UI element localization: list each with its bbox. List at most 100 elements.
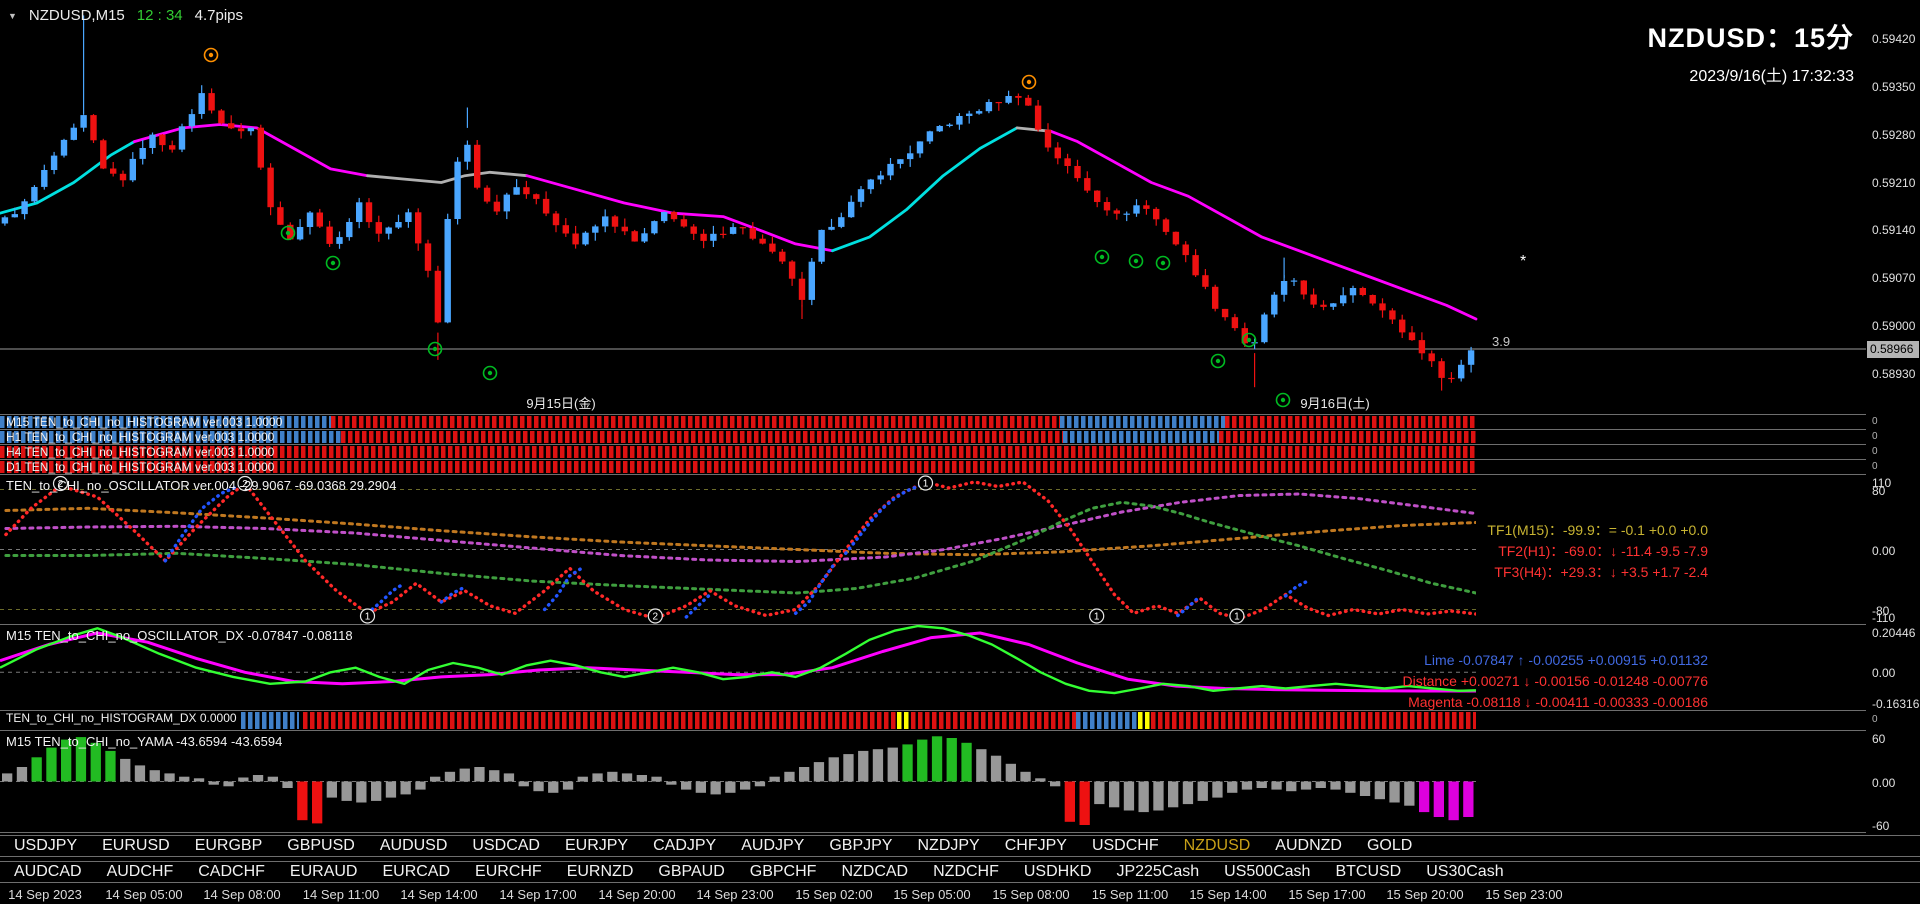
symbol-tab-AUDCAD[interactable]: AUDCAD — [14, 862, 82, 880]
signal-marker-green — [1094, 249, 1110, 265]
svg-text:2: 2 — [242, 479, 248, 490]
histogram-dx-bars — [0, 711, 1476, 730]
oscillator-blue-segment — [365, 581, 407, 616]
symbol-tab-EURAUD[interactable]: EURAUD — [289, 862, 358, 880]
svg-text:1: 1 — [1234, 612, 1240, 623]
symbol-tab-EURGBP[interactable]: EURGBP — [194, 836, 263, 854]
oscillator-red-series — [4, 480, 1476, 621]
symbol-tab-USDCHF[interactable]: USDCHF — [1091, 836, 1159, 854]
chart-annotation-asterisk: * — [1520, 253, 1527, 270]
symbol-tab-AUDJPY[interactable]: AUDJPY — [741, 836, 805, 854]
scale-tick-label: -110 — [1872, 611, 1896, 625]
time-axis-label: 14 Sep 08:00 — [203, 887, 281, 902]
scale-tick-label: 0.00 — [1872, 666, 1896, 681]
panel-title-histogram-dx: TEN_to_CHI_no_HISTOGRAM_DX 0.0000 — [6, 711, 237, 725]
symbol-tab-GBPAUD[interactable]: GBPAUD — [658, 862, 725, 880]
moving-average-magenta — [1049, 129, 1478, 321]
oscillator-violet-series — [4, 492, 1476, 563]
time-axis-label: 15 Sep 11:00 — [1091, 887, 1169, 902]
symbol-tab-NZDJPY[interactable]: NZDJPY — [917, 836, 980, 854]
time-axis-label: 15 Sep 02:00 — [795, 887, 873, 902]
symbol-tab-EURCAD[interactable]: EURCAD — [382, 862, 451, 880]
scale-tick-label: 0.20446 — [1872, 626, 1916, 640]
histogram-segment-red — [331, 416, 1060, 428]
symbol-tab-CADCHF[interactable]: CADCHF — [198, 862, 265, 880]
symbol-tab-JP225Cash[interactable]: JP225Cash — [1116, 862, 1200, 880]
scale-tick-label: 0 — [1872, 714, 1878, 725]
symbol-tab-BTCUSD[interactable]: BTCUSD — [1335, 862, 1402, 880]
symbol-tab-EURNZD[interactable]: EURNZD — [566, 862, 634, 880]
chart-clock: 2023/9/16(土) 17:32:33 — [1689, 68, 1854, 85]
histogram-segment-blue — [1076, 712, 1138, 729]
oscillator-dx-panel — [0, 625, 1476, 695]
scale-tick-label: 0.58930 — [1872, 366, 1916, 381]
symbol-tab-USDJPY[interactable]: USDJPY — [14, 836, 78, 854]
spread-label: 4.7pips — [194, 7, 244, 24]
symbol-tabs-row-2: AUDCAD AUDCHF CADCHF EURAUD EURCAD EURCHF EURN… — [0, 862, 1920, 881]
symbol-tab-EURCHF[interactable]: EURCHF — [475, 862, 542, 880]
histogram-segment-red — [911, 712, 1076, 729]
histogram-segment-yellow — [1138, 712, 1151, 729]
symbol-dropdown-icon[interactable]: ▼ — [8, 10, 17, 21]
signal-marker-green — [1128, 253, 1144, 269]
symbol-tab-GBPCHF[interactable]: GBPCHF — [749, 862, 817, 880]
time-axis-label: 14 Sep 14:00 — [400, 887, 478, 902]
scale-tick-label: 0 — [1872, 416, 1878, 427]
symbol-tab-CHFJPY[interactable]: CHFJPY — [1004, 836, 1067, 854]
symbol-tabs-row-1: USDJPY EURUSD EURGBP GBPUSD AUDUSD USDCAD EURJ… — [0, 836, 1920, 855]
svg-text:1: 1 — [923, 479, 929, 490]
signal-marker-green — [482, 365, 498, 381]
histogram-segment-blue — [0, 431, 341, 443]
symbol-tab-US30Cash[interactable]: US30Cash — [1426, 862, 1504, 880]
symbol-tab-USDCAD[interactable]: USDCAD — [472, 836, 540, 854]
symbol-tab-US500Cash[interactable]: US500Cash — [1224, 862, 1311, 880]
symbol-tab-EURUSD[interactable]: EURUSD — [102, 836, 170, 854]
symbol-tab-USDHKD[interactable]: USDHKD — [1023, 862, 1092, 880]
lime-legend-line: Lime -0.07847 ↑ -0.00255 +0.00915 +0.011… — [1424, 652, 1708, 668]
histogram-segment-red — [303, 712, 898, 729]
panel-title-m15-histogram: M15 TEN_to_CHI_no_HISTOGRAM ver.003 1.00… — [6, 415, 283, 429]
symbol-tab-GBPJPY[interactable]: GBPJPY — [829, 836, 893, 854]
oscillator-green-series — [4, 500, 1476, 595]
time-axis-label: 15 Sep 05:00 — [893, 887, 971, 902]
histogram-bars-d1 — [0, 460, 1476, 474]
signal-marker-green — [1155, 255, 1171, 271]
symbol-tab-AUDNZD[interactable]: AUDNZD — [1275, 836, 1342, 854]
oscillator-blue-segment — [163, 481, 247, 563]
scale-tick-label: -80 — [1872, 603, 1890, 618]
symbol-tab-EURJPY[interactable]: EURJPY — [564, 836, 629, 854]
scale-tick-label: -0.16316 — [1872, 697, 1920, 711]
panel-separator — [0, 835, 1920, 836]
scale-tick-label: 0.59070 — [1872, 271, 1916, 286]
signal-marker-green — [1241, 332, 1257, 348]
scale-tick-label: 0.00 — [1872, 543, 1896, 558]
oscillator-blue-segment — [439, 585, 467, 604]
main-candlestick-chart[interactable] — [0, 0, 1866, 414]
symbol-tab-GOLD[interactable]: GOLD — [1366, 836, 1413, 854]
symbol-tab-CADJPY[interactable]: CADJPY — [653, 836, 717, 854]
oscillator-number-badge — [1229, 608, 1245, 624]
panel-separator — [0, 474, 1920, 475]
histogram-bars-m15 — [0, 415, 1476, 429]
signal-marker-green — [325, 255, 341, 271]
time-axis-label: 15 Sep 20:00 — [1386, 887, 1464, 902]
yama-panel — [0, 736, 1476, 825]
scale-tick-label: 0.59420 — [1872, 32, 1916, 47]
symbol-tab-AUDUSD[interactable]: AUDUSD — [379, 836, 448, 854]
panel-separator — [0, 429, 1920, 430]
moving-average-gray — [366, 170, 529, 184]
signal-marker-green — [427, 341, 443, 357]
ma-distance-label: 3.9 — [1492, 334, 1511, 349]
time-axis[interactable]: 14 Sep 2023 14 Sep 05:00 14 Sep 08:00 14 Se… — [0, 883, 1920, 904]
scale-tick-label: 0.00 — [1872, 775, 1896, 790]
panel-title-d1-histogram: D1 TEN_to_CHI_no_HISTOGRAM ver.003 1.000… — [6, 460, 275, 474]
time-axis-label: 14 Sep 17:00 — [499, 887, 577, 902]
symbol-period-label: NZDUSD,M15 — [28, 7, 125, 24]
price-scale[interactable]: 0.59420 0.59350 0.59280 0.59210 0.59140 0.590… — [1866, 0, 1920, 833]
symbol-tab-NZDCAD[interactable]: NZDCAD — [841, 862, 909, 880]
symbol-tab-GBPUSD[interactable]: GBPUSD — [287, 836, 355, 854]
symbol-tab-AUDCHF[interactable]: AUDCHF — [106, 862, 174, 880]
symbol-tab-NZDCHF[interactable]: NZDCHF — [933, 862, 999, 880]
symbol-tab-NZDUSD[interactable]: NZDUSD — [1183, 836, 1251, 854]
